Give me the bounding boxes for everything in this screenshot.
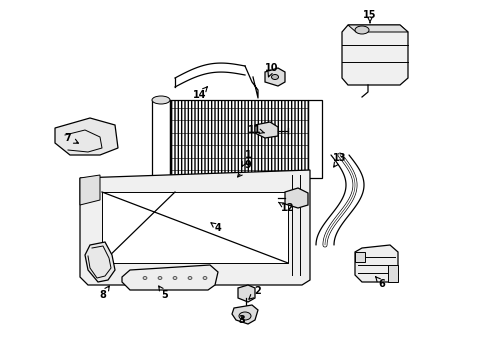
Text: 2: 2 bbox=[249, 286, 261, 299]
Polygon shape bbox=[55, 118, 118, 155]
Text: 7: 7 bbox=[65, 133, 78, 143]
Polygon shape bbox=[355, 252, 365, 262]
Text: 15: 15 bbox=[363, 10, 377, 23]
Polygon shape bbox=[80, 170, 310, 285]
Ellipse shape bbox=[143, 276, 147, 279]
Text: 13: 13 bbox=[333, 153, 347, 167]
Polygon shape bbox=[388, 265, 398, 282]
Text: 14: 14 bbox=[193, 87, 207, 100]
Text: 12: 12 bbox=[278, 202, 295, 213]
Text: 11: 11 bbox=[248, 125, 265, 135]
Ellipse shape bbox=[173, 276, 177, 279]
Polygon shape bbox=[80, 175, 100, 205]
Ellipse shape bbox=[152, 96, 170, 104]
Polygon shape bbox=[170, 100, 308, 178]
Polygon shape bbox=[348, 25, 408, 32]
Ellipse shape bbox=[203, 276, 207, 279]
Text: 10: 10 bbox=[265, 63, 279, 77]
Polygon shape bbox=[122, 265, 218, 290]
Text: 8: 8 bbox=[99, 286, 109, 300]
Text: 9: 9 bbox=[238, 160, 251, 177]
Polygon shape bbox=[265, 68, 285, 86]
Polygon shape bbox=[102, 192, 288, 263]
Text: 5: 5 bbox=[159, 286, 169, 300]
Polygon shape bbox=[232, 305, 258, 324]
Ellipse shape bbox=[239, 312, 251, 320]
Polygon shape bbox=[342, 25, 408, 85]
Ellipse shape bbox=[271, 75, 278, 80]
Text: 3: 3 bbox=[239, 315, 245, 325]
Polygon shape bbox=[238, 285, 255, 302]
Text: 6: 6 bbox=[376, 277, 385, 289]
Text: 4: 4 bbox=[211, 223, 221, 233]
Polygon shape bbox=[152, 100, 170, 178]
Text: 1: 1 bbox=[242, 150, 251, 166]
Polygon shape bbox=[255, 122, 278, 138]
Ellipse shape bbox=[188, 276, 192, 279]
Polygon shape bbox=[85, 242, 115, 282]
Polygon shape bbox=[355, 245, 398, 282]
Ellipse shape bbox=[355, 26, 369, 34]
Ellipse shape bbox=[158, 276, 162, 279]
Polygon shape bbox=[285, 188, 308, 208]
Polygon shape bbox=[308, 100, 322, 178]
